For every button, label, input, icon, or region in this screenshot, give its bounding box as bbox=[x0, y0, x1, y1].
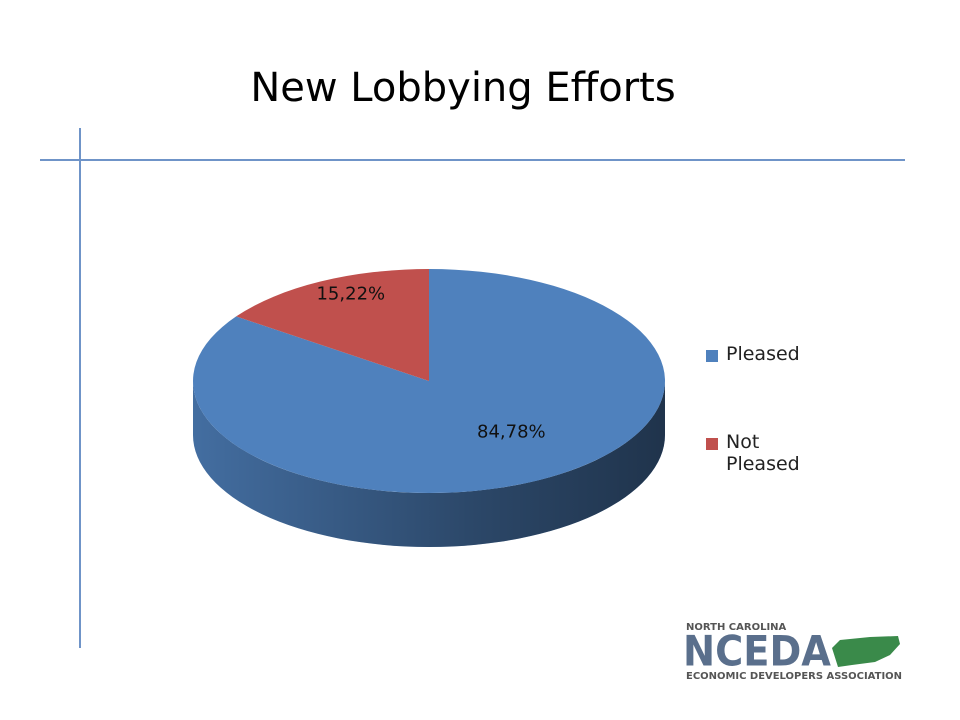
slice-side-shade bbox=[193, 381, 665, 547]
pie: 84,78% 15,22% bbox=[192, 269, 665, 547]
legend-item: Not Pleased bbox=[706, 431, 826, 475]
logo-state bbox=[832, 636, 900, 667]
chart-title: New Lobbying Efforts bbox=[250, 65, 675, 111]
legend-label: Not Pleased bbox=[726, 431, 800, 475]
logo-top: NORTH CAROLINA bbox=[686, 622, 787, 633]
legend: Pleased Not Pleased bbox=[706, 343, 826, 541]
slice bbox=[236, 269, 429, 381]
legend-item: Pleased bbox=[706, 343, 826, 365]
logo: NORTH CAROLINA NCEDA ECONOMIC DEVELOPERS… bbox=[683, 622, 902, 682]
data-label: 84,78% bbox=[477, 422, 546, 443]
slice bbox=[192, 269, 665, 494]
legend-label: Pleased bbox=[726, 343, 800, 365]
logo-name: NCEDA bbox=[683, 627, 831, 676]
legend-swatch bbox=[706, 350, 718, 362]
data-label: 15,22% bbox=[316, 283, 385, 304]
logo-bottom: ECONOMIC DEVELOPERS ASSOCIATION bbox=[686, 671, 902, 682]
legend-swatch bbox=[706, 438, 718, 450]
